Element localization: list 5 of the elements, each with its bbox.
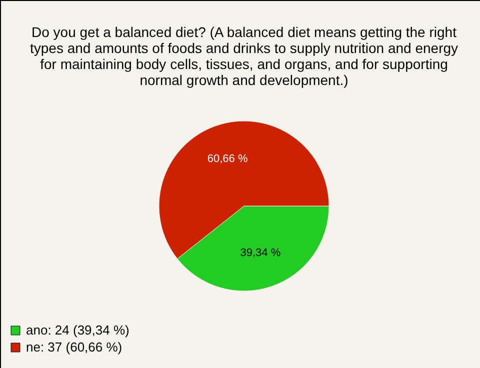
data-label: 39,34 % — [240, 247, 281, 260]
data-label: 60,66 % — [207, 152, 248, 165]
chart-title: Do you get a balanced diet? (A balanced diet means getting the right types and amounts of foods and drinks to supply nutrition and energy for maintaining body cells, tissues, and organs, and for supporting normal growth and development.) — [30, 24, 458, 88]
legend-label: ano: 24 (39,34 %) — [26, 322, 130, 338]
legend-label: ne: 37 (60,66 %) — [26, 340, 122, 354]
